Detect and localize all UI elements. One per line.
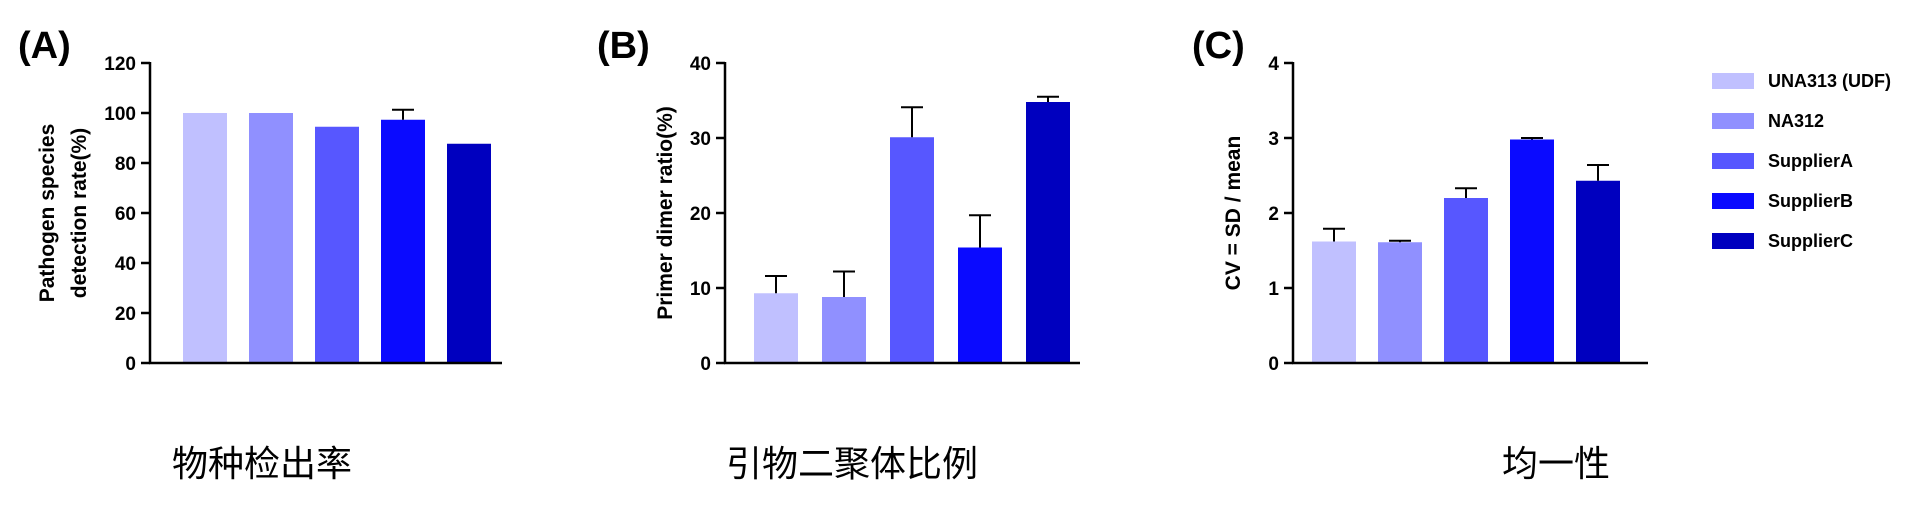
panel3-ylabel-line-1: CV = SD / mean	[1222, 136, 1245, 291]
panel2-ylabel-line-1: Primer dimer ratio(%)	[654, 106, 677, 320]
panel2-bar-1	[754, 293, 798, 363]
panel2-bar-3	[890, 137, 934, 363]
legend-swatch-4	[1712, 193, 1754, 209]
panel1-ytick-label-5: 80	[115, 154, 136, 175]
panel1-letter: (A)	[18, 25, 71, 67]
panel1-bar-1	[183, 113, 227, 363]
panel2-ytick-label-4: 30	[690, 129, 711, 150]
panel3-ytick-label-1: 0	[1268, 354, 1279, 375]
panel1-ytick-label-2: 20	[115, 304, 136, 325]
panel2-bar-5	[1026, 102, 1070, 363]
panel2-letter: (B)	[597, 25, 650, 67]
panel1-ytick-label-6: 100	[104, 104, 136, 125]
panel3-bar-4	[1510, 139, 1554, 363]
panel2-ytick-label-5: 40	[690, 54, 711, 75]
panel3-ytick-label-3: 2	[1268, 204, 1279, 225]
legend-label-1: UNA313 (UDF)	[1768, 71, 1891, 91]
panel1-ylabel-line-2: detection rate(%)	[68, 128, 91, 298]
panel1-ytick-label-1: 0	[125, 354, 136, 375]
caption-a: 物种检出率	[172, 444, 353, 485]
panel1-ylabel-line-1: Pathogen species	[36, 124, 59, 303]
panel3-ytick-label-4: 3	[1268, 129, 1279, 150]
panel3-bar-3	[1444, 198, 1488, 363]
panel3-ytick-label-2: 1	[1268, 279, 1279, 300]
legend-label-2: NA312	[1768, 111, 1824, 131]
panel1-ytick-label-4: 60	[115, 204, 136, 225]
panel1-bar-5	[447, 143, 491, 363]
panel1-ytick-label-7: 120	[104, 54, 136, 75]
caption-c: 均一性	[1502, 444, 1611, 485]
panel1-bar-2	[249, 113, 293, 363]
legend-label-3: SupplierA	[1768, 151, 1853, 171]
panel2-ytick-label-2: 10	[690, 279, 711, 300]
panel1-ytick-label-3: 40	[115, 254, 136, 275]
panel3-bar-5	[1576, 180, 1620, 363]
panel3-ytick-label-5: 4	[1268, 54, 1279, 75]
panel1-bar-4	[381, 119, 425, 363]
legend-swatch-5	[1712, 233, 1754, 249]
panel3-letter: (C)	[1192, 25, 1245, 67]
legend-swatch-3	[1712, 153, 1754, 169]
panel3-bar-2	[1378, 242, 1422, 363]
panel3-bar-1	[1312, 241, 1356, 363]
legend-label-4: SupplierB	[1768, 191, 1853, 211]
caption-b: 引物二聚体比例	[726, 444, 979, 485]
panel1-bar-3	[315, 126, 359, 363]
panel2-bar-2	[822, 297, 866, 363]
legend-swatch-2	[1712, 113, 1754, 129]
legend-label-5: SupplierC	[1768, 231, 1853, 251]
panel2-ytick-label-1: 0	[700, 354, 711, 375]
panel2-ytick-label-3: 20	[690, 204, 711, 225]
panel2-bar-4	[958, 247, 1002, 363]
legend-swatch-1	[1712, 73, 1754, 89]
